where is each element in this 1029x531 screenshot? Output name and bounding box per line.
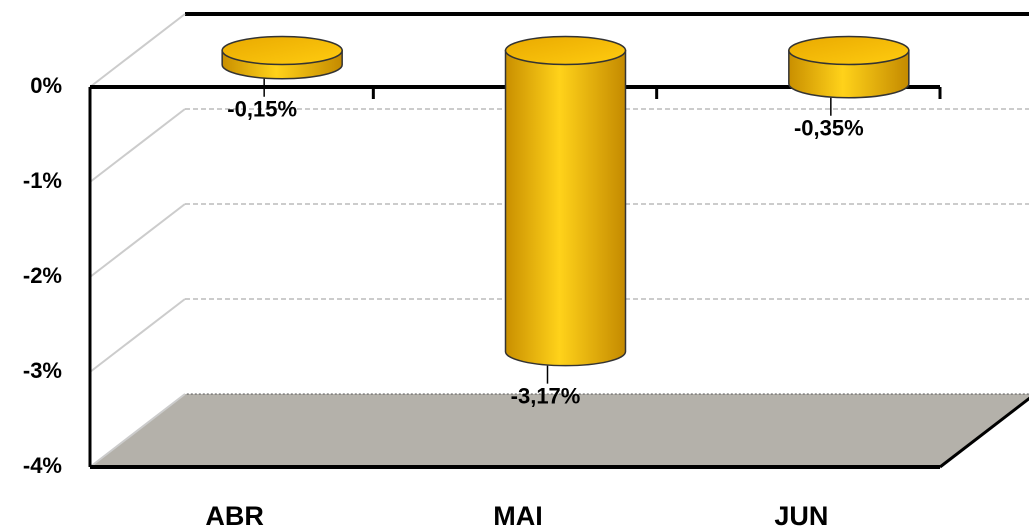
bar [788, 35, 910, 99]
side-grid-line [89, 13, 186, 88]
x-tick-label: ABR [205, 501, 264, 531]
x-tick-label: JUN [774, 501, 828, 531]
bar-part [504, 35, 627, 66]
side-grid-line [89, 108, 186, 183]
bar-part [221, 35, 343, 66]
bar [221, 35, 343, 80]
floor [88, 393, 1029, 468]
side-grid-line [89, 393, 186, 468]
value-label: -0,15% [227, 97, 297, 122]
side-grid-line [89, 298, 186, 373]
value-label: -0,35% [794, 116, 864, 141]
bar-part [504, 49, 627, 367]
y-tick-label: 0% [30, 73, 62, 98]
side-grid-line [89, 203, 186, 278]
y-tick-label: -1% [23, 168, 62, 193]
y-tick-label: -4% [23, 453, 62, 478]
value-label: -3,17% [511, 383, 581, 408]
bar [504, 35, 627, 367]
y-tick-label: -2% [23, 263, 62, 288]
floor-edge [939, 396, 1029, 469]
x-tick-label: MAI [493, 501, 543, 531]
y-tick-label: -3% [23, 358, 62, 383]
bar-part [788, 35, 910, 66]
